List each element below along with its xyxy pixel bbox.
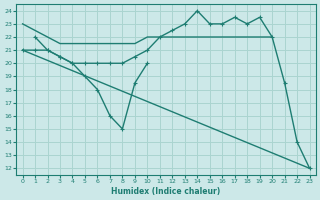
X-axis label: Humidex (Indice chaleur): Humidex (Indice chaleur) <box>111 187 221 196</box>
